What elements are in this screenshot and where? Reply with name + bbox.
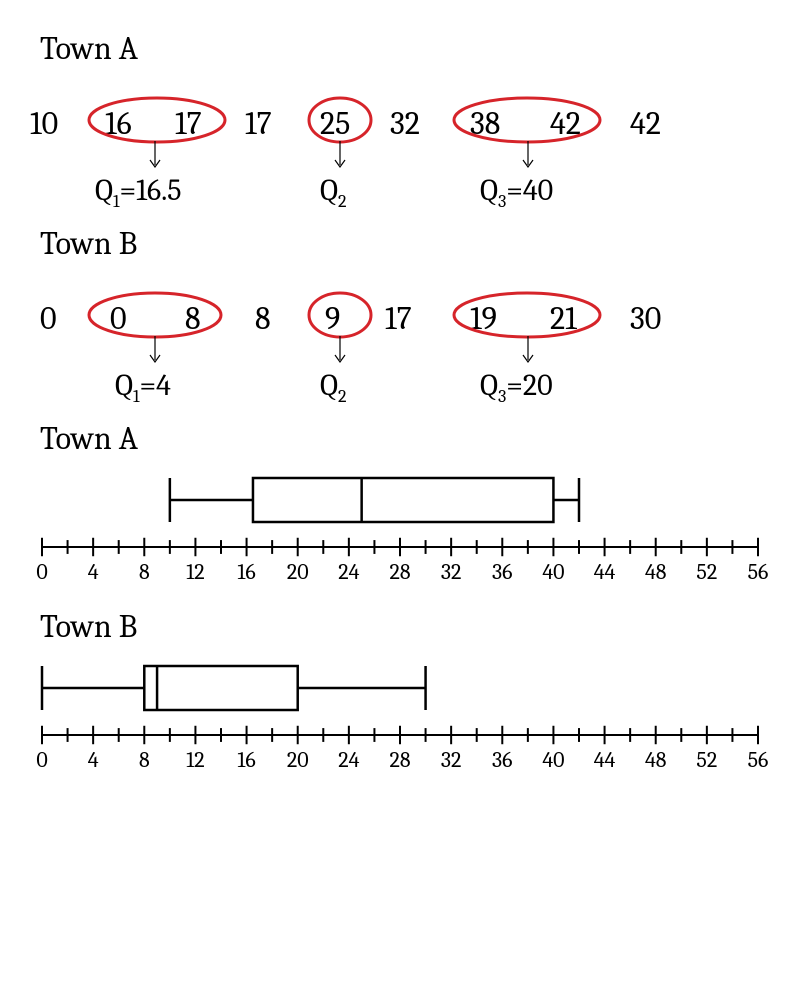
svg-text:4: 4 (88, 747, 99, 773)
svg-text:24: 24 (338, 559, 359, 585)
b-q1-ellipse (85, 290, 225, 340)
b-val-4: 9 (325, 300, 340, 337)
a-q3-arrow (518, 141, 538, 173)
svg-text:12: 12 (186, 747, 204, 773)
a-q3-label: Q3=40 (480, 173, 553, 212)
axis-b: 048121620242832364044485256 (30, 723, 770, 778)
axis-a: 048121620242832364044485256 (30, 535, 770, 590)
svg-text:44: 44 (594, 747, 616, 773)
svg-text:36: 36 (492, 559, 512, 585)
b-q2-arrow (330, 336, 350, 368)
svg-text:12: 12 (186, 559, 204, 585)
svg-text:28: 28 (389, 559, 410, 585)
b-val-1: 0 (110, 300, 127, 337)
svg-text:52: 52 (696, 747, 717, 773)
svg-text:40: 40 (542, 747, 564, 773)
svg-text:52: 52 (696, 559, 717, 585)
a-val-3: 17 (245, 105, 272, 142)
b-val-0: 0 (40, 300, 57, 337)
svg-text:32: 32 (441, 747, 462, 773)
svg-text:48: 48 (645, 747, 667, 773)
a-q2-arrow (330, 141, 350, 173)
town-a-title: Town A (40, 30, 770, 67)
b-q3-label: Q3=20 (480, 368, 553, 407)
svg-text:0: 0 (36, 747, 47, 773)
a-q1-arrow (145, 141, 165, 173)
b-val-2: 8 (185, 300, 201, 337)
b-val-8: 30 (630, 300, 661, 337)
a-val-6: 38 (470, 105, 500, 142)
svg-text:44: 44 (594, 559, 616, 585)
svg-text:28: 28 (389, 747, 410, 773)
a-val-7: 42 (550, 105, 581, 142)
b-q1-label: Q1=4 (115, 368, 171, 407)
svg-text:56: 56 (748, 747, 769, 773)
svg-text:56: 56 (748, 559, 769, 585)
boxplot-b (30, 653, 770, 723)
svg-text:16: 16 (237, 559, 255, 585)
boxplot-a-title: Town A (40, 420, 770, 457)
svg-text:48: 48 (645, 559, 667, 585)
b-val-3: 8 (255, 300, 271, 337)
town-b-data-row: 0 0 8 8 9 17 19 21 30 Q1=4 Q2 Q3=20 (30, 290, 770, 350)
a-val-0: 10 (30, 105, 58, 142)
b-q1-arrow (145, 336, 165, 368)
b-val-7: 21 (550, 300, 577, 337)
svg-text:16: 16 (237, 747, 255, 773)
town-a-data-row: 10 16 17 17 25 32 38 42 42 Q1=16.5 Q2 Q3… (30, 95, 770, 155)
svg-text:8: 8 (139, 559, 150, 585)
b-q3-arrow (518, 336, 538, 368)
a-val-4: 25 (320, 105, 350, 142)
a-val-1: 16 (105, 105, 132, 142)
svg-text:32: 32 (441, 559, 462, 585)
svg-text:4: 4 (88, 559, 99, 585)
svg-text:24: 24 (338, 747, 359, 773)
svg-text:20: 20 (287, 747, 309, 773)
svg-text:0: 0 (36, 559, 47, 585)
a-q1-label: Q1=16.5 (95, 173, 182, 212)
a-val-8: 42 (630, 105, 661, 142)
boxplot-a (30, 465, 770, 535)
town-b-title: Town B (40, 225, 770, 262)
boxplot-b-title: Town B (40, 608, 770, 645)
a-val-5: 32 (390, 105, 420, 142)
svg-text:8: 8 (139, 747, 150, 773)
a-val-2: 17 (175, 105, 202, 142)
b-val-6: 19 (470, 300, 497, 337)
b-q2-label: Q2 (320, 368, 346, 407)
svg-text:36: 36 (492, 747, 512, 773)
a-q2-label: Q2 (320, 173, 346, 212)
svg-text:40: 40 (542, 559, 564, 585)
svg-text:20: 20 (287, 559, 309, 585)
b-val-5: 17 (385, 300, 412, 337)
